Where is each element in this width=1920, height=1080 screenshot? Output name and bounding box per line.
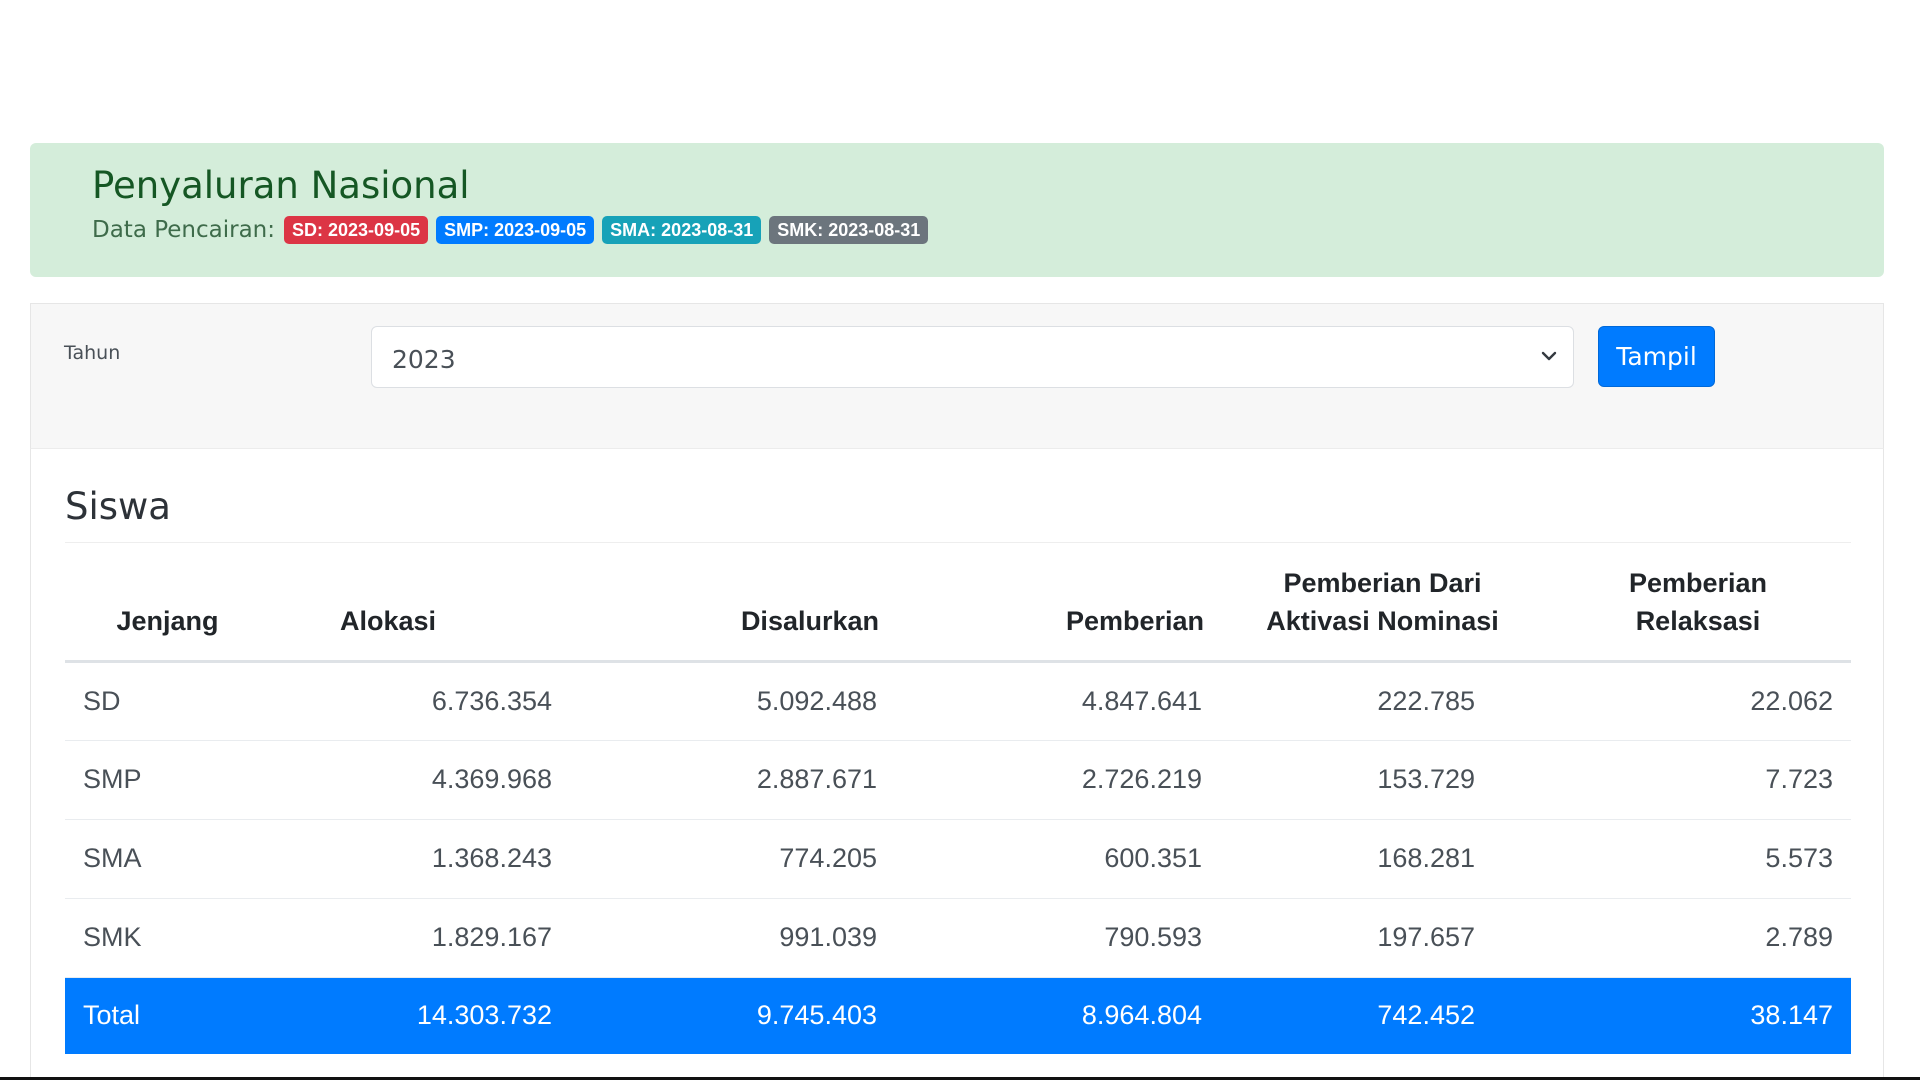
data-pencairan-line: Data Pencairan: SD: 2023-09-05 SMP: 2023…	[92, 215, 936, 245]
page-header: Penyaluran Nasional Data Pencairan: SD: …	[30, 143, 1884, 277]
cell-alokasi: 1.829.167	[270, 898, 570, 978]
cell-disalurkan: 5.092.488	[570, 661, 895, 741]
badge-sma: SMA: 2023-08-31	[602, 216, 762, 244]
section-divider	[65, 542, 1851, 543]
cell-pemberian: 4.847.641	[895, 661, 1220, 741]
cell-pemberian: 600.351	[895, 819, 1220, 899]
total-pemberian: 8.964.804	[895, 977, 1220, 1054]
badge-smk: SMK: 2023-08-31	[769, 216, 929, 244]
col-header-pemberian-aktivasi-nominasi: Pemberian Dari Aktivasi Nominasi	[1220, 544, 1545, 663]
student-card: Siswa Jenjang Alokasi Disalurkan Pemberi…	[30, 448, 1884, 1080]
cell-pemberian-aktivasi-nominasi: 168.281	[1220, 819, 1545, 899]
page-title: Penyaluran Nasional	[92, 164, 470, 207]
distribution-table: Jenjang Alokasi Disalurkan Pemberian Pem…	[65, 544, 1851, 1054]
cell-alokasi: 4.369.968	[270, 740, 570, 820]
chevron-down-icon	[1541, 351, 1557, 361]
cell-pemberian: 790.593	[895, 898, 1220, 978]
year-select[interactable]: 2023	[371, 326, 1574, 388]
data-pencairan-label: Data Pencairan:	[92, 217, 276, 243]
cell-alokasi: 6.736.354	[270, 661, 570, 741]
col-header-pemberian-relaksasi: Pemberian Relaksasi	[1545, 544, 1851, 663]
cell-pemberian-aktivasi-nominasi: 222.785	[1220, 661, 1545, 741]
cell-pemberian-relaksasi: 2.789	[1545, 898, 1851, 978]
cell-pemberian: 2.726.219	[895, 740, 1220, 820]
cell-pemberian-relaksasi: 22.062	[1545, 661, 1851, 741]
year-select-value: 2023	[392, 345, 456, 374]
cell-disalurkan: 991.039	[570, 898, 895, 978]
badge-smp: SMP: 2023-09-05	[436, 216, 595, 244]
table-row: SMK 1.829.167 991.039 790.593 197.657 2.…	[65, 898, 1851, 978]
cell-jenjang: SMA	[65, 819, 270, 899]
cell-pemberian-relaksasi: 7.723	[1545, 740, 1851, 820]
filter-panel: Tahun 2023 Tampil	[30, 303, 1884, 448]
total-pemberian-relaksasi: 38.147	[1545, 977, 1851, 1054]
show-button[interactable]: Tampil	[1598, 326, 1715, 387]
table-header-row: Jenjang Alokasi Disalurkan Pemberian Pem…	[65, 544, 1851, 663]
cell-pemberian-relaksasi: 5.573	[1545, 819, 1851, 899]
total-label: Total	[65, 977, 270, 1054]
cell-jenjang: SMP	[65, 740, 270, 820]
cell-jenjang: SD	[65, 661, 270, 741]
col-header-jenjang: Jenjang	[65, 544, 270, 663]
total-pemberian-aktivasi-nominasi: 742.452	[1220, 977, 1545, 1054]
cell-jenjang: SMK	[65, 898, 270, 978]
col-header-pemberian: Pemberian	[895, 544, 1220, 663]
col-header-alokasi: Alokasi	[270, 544, 570, 663]
table-total-row: Total 14.303.732 9.745.403 8.964.804 742…	[65, 977, 1851, 1054]
cell-pemberian-aktivasi-nominasi: 197.657	[1220, 898, 1545, 978]
section-title: Siswa	[65, 485, 171, 528]
cell-pemberian-aktivasi-nominasi: 153.729	[1220, 740, 1545, 820]
cell-disalurkan: 774.205	[570, 819, 895, 899]
table-row: SMP 4.369.968 2.887.671 2.726.219 153.72…	[65, 740, 1851, 820]
badge-sd: SD: 2023-09-05	[284, 216, 429, 244]
table-row: SD 6.736.354 5.092.488 4.847.641 222.785…	[65, 661, 1851, 741]
total-disalurkan: 9.745.403	[570, 977, 895, 1054]
cell-disalurkan: 2.887.671	[570, 740, 895, 820]
table-row: SMA 1.368.243 774.205 600.351 168.281 5.…	[65, 819, 1851, 899]
year-label: Tahun	[64, 342, 121, 364]
total-alokasi: 14.303.732	[270, 977, 570, 1054]
col-header-disalurkan: Disalurkan	[570, 544, 895, 663]
bottom-edge	[0, 1077, 1920, 1080]
cell-alokasi: 1.368.243	[270, 819, 570, 899]
